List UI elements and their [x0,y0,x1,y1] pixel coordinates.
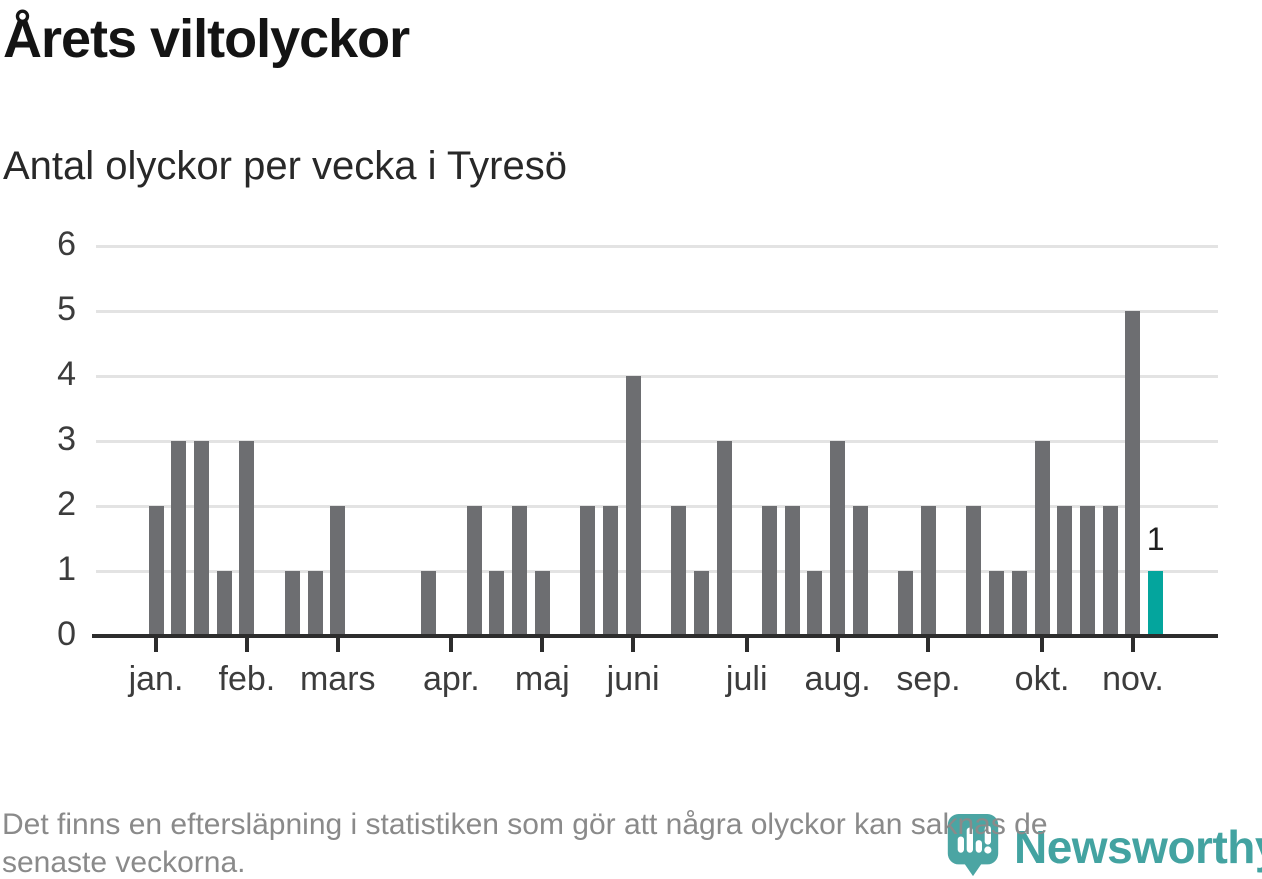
bar [466,506,482,636]
page-title: Årets viltolyckor [3,9,410,69]
grid-line [96,375,1218,378]
newsworthy-logo: Newsworthy [946,812,1262,879]
bar [1011,571,1027,636]
bar [625,376,641,636]
x-axis-label: nov. [1102,660,1164,698]
bar [580,506,596,636]
x-axis-tick [335,638,340,652]
newsworthy-wordmark: Newsworthy [1014,821,1262,873]
bar [148,506,164,636]
bar [1080,506,1096,636]
y-axis-label: 5 [57,290,76,328]
grid-line [96,505,1218,508]
bar [898,571,914,636]
footer-note-line1: Det finns en eftersläpning i statistiken… [2,808,1048,841]
grid-line [96,440,1218,443]
bar [216,571,232,636]
bar [512,506,528,636]
bar-value-label: 1 [1146,521,1165,557]
x-axis-tick [926,638,931,652]
footer-note: Det finns en eftersläpning i statistiken… [2,806,1252,879]
x-axis-tick [1130,638,1135,652]
bar [421,571,437,636]
chart-subtitle: Antal olyckor per vecka i Tyresö [3,144,567,188]
x-axis-tick [744,638,749,652]
bar [671,506,687,636]
y-axis-label: 3 [57,420,76,458]
y-axis-label: 1 [57,550,76,588]
x-axis-label: maj [514,660,570,698]
x-axis-label: jan. [128,660,184,698]
x-axis-tick [449,638,454,652]
bar [784,506,800,636]
bar [307,571,323,636]
bar [239,441,255,636]
bar [1102,506,1118,636]
x-axis-label: juli [725,660,768,698]
grid-line [96,570,1218,573]
x-axis-tick [154,638,158,652]
x-axis-label: aug. [804,660,871,698]
grid-line [96,245,1218,248]
footer-note-line2: senaste veckorna. [2,846,246,879]
x-axis-label: juni [606,660,660,698]
y-axis-label: 4 [57,355,76,393]
x-axis-tick [540,638,545,652]
bar [1125,311,1141,636]
bar [489,571,505,636]
bar [171,441,187,636]
bar-highlighted [1148,571,1164,636]
x-axis-label: apr. [423,660,480,698]
x-axis-line [92,634,1218,638]
x-axis-label: mars [299,660,376,698]
bar [830,441,846,636]
y-axis-label: 2 [57,485,76,523]
x-axis-tick [1040,638,1045,652]
bar [852,506,868,636]
bar [693,571,709,636]
y-axis-label: 6 [57,225,76,263]
grid-line [96,310,1218,313]
bar [330,506,346,636]
x-axis-label: feb. [218,660,276,698]
x-axis-tick [835,638,840,652]
newsworthy-pin-icon [947,814,999,877]
bar [989,571,1005,636]
bar [966,506,982,636]
bar [1034,441,1050,636]
bar [807,571,823,636]
x-axis-label: okt. [1014,660,1070,698]
x-axis-label: sep. [896,660,961,698]
x-axis-tick [631,638,636,652]
bar [1057,506,1073,636]
bar [716,441,732,636]
bar [534,571,550,636]
bar [284,571,300,636]
bar [761,506,777,636]
bar [602,506,618,636]
bar [920,506,936,636]
y-axis-label: 0 [57,615,76,653]
x-axis-tick [244,638,249,652]
bar [193,441,209,636]
